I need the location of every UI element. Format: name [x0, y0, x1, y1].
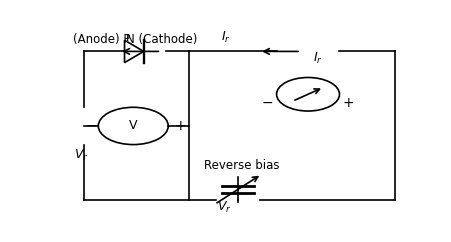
Text: +: + [342, 96, 354, 110]
Text: $V_r$: $V_r$ [74, 148, 88, 163]
Text: $I_r$: $I_r$ [221, 30, 231, 45]
Text: −: − [262, 96, 274, 110]
Text: $I_r$: $I_r$ [313, 51, 322, 66]
Text: Reverse bias: Reverse bias [204, 159, 279, 172]
Text: V: V [129, 120, 138, 132]
Text: $V_r$: $V_r$ [217, 199, 231, 215]
Text: N (Cathode): N (Cathode) [125, 33, 197, 46]
Text: (Anode) P: (Anode) P [73, 33, 130, 46]
Text: −: − [86, 119, 97, 133]
Text: +: + [175, 119, 186, 133]
